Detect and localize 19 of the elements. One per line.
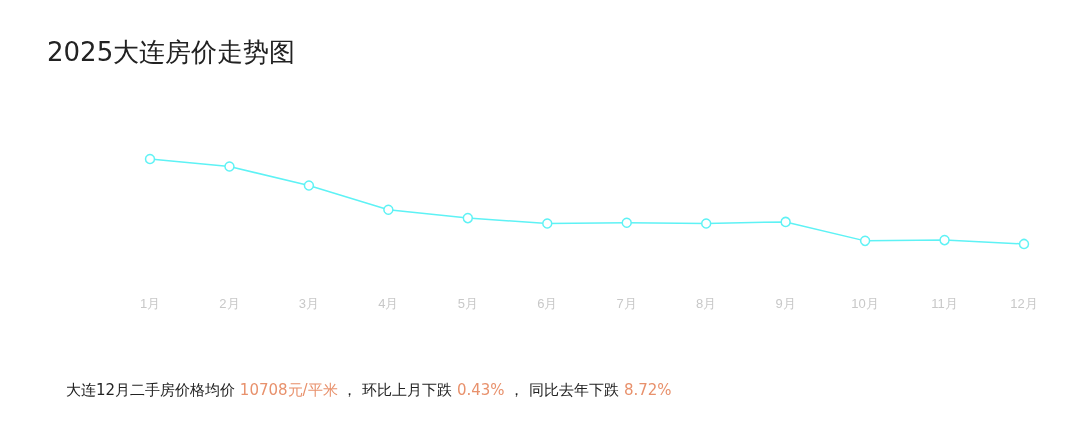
text: 大连12月二手房价格均价 — [66, 381, 237, 399]
point — [780, 216, 791, 228]
point — [224, 161, 235, 172]
point — [383, 204, 394, 216]
chart-title: 2025大连房价走势图 — [47, 37, 296, 67]
text: 10708元/平米 — [239, 381, 338, 399]
point — [939, 234, 950, 246]
text: 0.43% — [456, 381, 505, 399]
point — [859, 235, 871, 247]
point — [1018, 238, 1030, 250]
point — [542, 218, 553, 229]
point — [462, 212, 474, 224]
point — [144, 153, 156, 165]
text: ， 环比上月下跌 — [341, 381, 454, 399]
text: ， 同比去年下跌 — [508, 381, 621, 399]
text: 8.72% — [623, 381, 672, 399]
point — [700, 218, 712, 229]
point — [621, 217, 632, 228]
point — [303, 180, 315, 191]
